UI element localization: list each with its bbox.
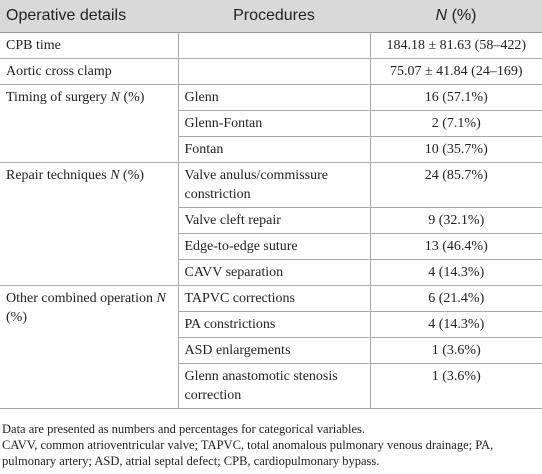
procedure-cell: PA constrictions: [178, 311, 371, 338]
procedure-cell: [177, 32, 371, 59]
italic: N: [110, 168, 120, 183]
header-cell: Operative details: [0, 0, 178, 33]
suffix: (%): [451, 7, 477, 24]
value-cell: 24 (85.7%): [369, 162, 542, 208]
row: Glenn-Fontan 2 (7.1%): [0, 110, 542, 137]
row: ASD enlargements 1 (3.6%): [0, 337, 542, 364]
procedure-cell: [177, 58, 371, 85]
header-row: Operative details Procedures N (%): [0, 0, 542, 33]
value-cell: 1 (3.6%): [369, 363, 542, 409]
row: Glenn anastomotic stenosis correction 1 (…: [0, 363, 542, 409]
value-cell: 4 (14.3%): [369, 311, 542, 338]
value-cell: 184.18 ± 81.63 (58–422): [369, 32, 542, 59]
row: Aortic cross clamp 75.07 ± 41.84 (24–169): [0, 58, 542, 85]
row: Timing of surgery N (%) Glenn 16 (57.1%): [0, 84, 542, 163]
row: Edge-to-edge suture 13 (46.4%): [0, 233, 542, 260]
header-cell: N (%): [370, 0, 542, 33]
italic: N: [435, 7, 448, 24]
row: CPB time 184.18 ± 81.63 (58–422): [0, 32, 542, 59]
text: Timing of surgery: [6, 90, 108, 105]
procedure-cell: Glenn anastomotic stenosis correction: [178, 363, 371, 409]
suffix: (%): [123, 90, 145, 105]
italic: N: [110, 90, 120, 105]
value-cell: 1 (3.6%): [369, 337, 542, 364]
procedure-cell: Valve cleft repair: [178, 207, 371, 234]
row: CAVV separation 4 (14.3%): [0, 259, 542, 286]
value-cell: 4 (14.3%): [369, 259, 542, 286]
italic: N: [156, 291, 166, 306]
row: PA constrictions 4 (14.3%): [0, 311, 542, 338]
procedure-cell: TAPVC corrections: [177, 285, 371, 312]
footnote: CAVV, common atrioventricular valve; TAP…: [2, 438, 494, 468]
detail-cell: Other combined operation N (%): [0, 285, 179, 409]
table: Operative details Procedures N (%) CPB tim…: [0, 0, 542, 409]
procedure-cell: ASD enlargements: [178, 337, 371, 364]
footnote: Data are presented as numbers and percen…: [2, 422, 366, 436]
value-cell: 9 (32.1%): [369, 207, 542, 234]
procedure-cell: Valve anulus/commissure constriction: [177, 162, 371, 208]
table-body: CPB time 184.18 ± 81.63 (58–422) Aortic cr…: [0, 32, 542, 409]
detail-cell: CPB time: [0, 32, 179, 59]
procedure-cell: Glenn: [177, 84, 371, 111]
detail-cell: Timing of surgery N (%): [0, 84, 179, 163]
text: CPB time: [6, 38, 61, 53]
procedure-cell: Fontan: [178, 136, 371, 163]
procedure-cell: Edge-to-edge suture: [178, 233, 371, 260]
footnotes: Data are presented as numbers and percen…: [0, 421, 542, 469]
suffix: (%): [123, 168, 145, 183]
value-cell: 13 (46.4%): [369, 233, 542, 260]
value-cell: 6 (21.4%): [369, 285, 542, 312]
value-cell: 2 (7.1%): [369, 110, 542, 137]
text: Aortic cross clamp: [6, 64, 112, 79]
detail-cell: Aortic cross clamp: [0, 58, 179, 85]
row: Repair techniques N (%) Valve anulus/comm…: [0, 162, 542, 286]
row: Other combined operation N (%) TAPVC corr…: [0, 285, 542, 409]
text: Other combined operation: [6, 291, 153, 306]
detail-cell: Repair techniques N (%): [0, 162, 179, 286]
procedure-cell: CAVV separation: [178, 259, 371, 286]
text: Repair techniques: [6, 168, 107, 183]
procedure-cell: Glenn-Fontan: [178, 110, 371, 137]
value-cell: 75.07 ± 41.84 (24–169): [369, 58, 542, 85]
header-cell: Procedures: [178, 0, 370, 33]
value-cell: 10 (35.7%): [369, 136, 542, 163]
suffix: (%): [6, 310, 27, 325]
value-cell: 16 (57.1%): [369, 84, 542, 111]
